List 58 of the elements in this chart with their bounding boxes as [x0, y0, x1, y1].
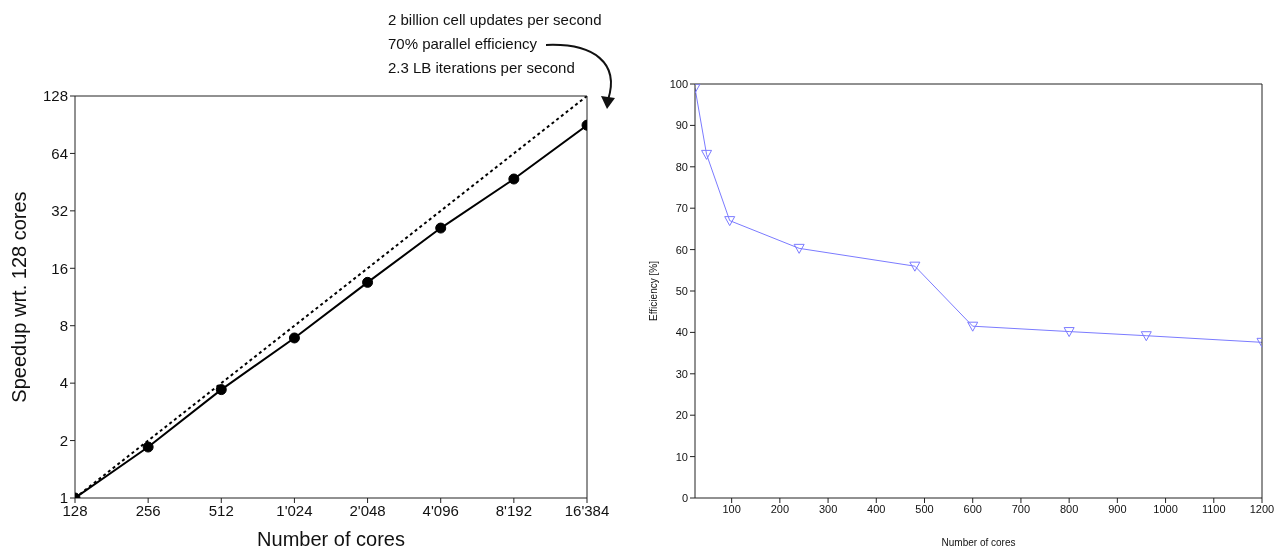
- point: [701, 149, 713, 160]
- y-tick-label: 60: [675, 243, 688, 256]
- x-tick-label: 100: [722, 502, 741, 515]
- y-tick-label: 128: [42, 87, 68, 105]
- y-axis-title: Efficiency [%]: [648, 260, 659, 321]
- x-tick-label: 512: [208, 501, 234, 519]
- x-tick-label: 16'384: [564, 501, 610, 519]
- y-tick-label: 4: [59, 374, 68, 392]
- y-tick-label: 90: [675, 119, 688, 132]
- y-tick-label: 32: [51, 202, 68, 220]
- y-tick-label: 30: [675, 367, 688, 380]
- point: [288, 332, 300, 344]
- y-tick-label: 50: [675, 284, 688, 297]
- y-tick-label: 10: [675, 450, 688, 463]
- y-tick-label: 80: [675, 160, 688, 173]
- x-tick-label: 4'096: [422, 501, 459, 519]
- y-tick-label: 1: [59, 489, 68, 507]
- y-tick-label: 16: [51, 259, 68, 277]
- x-tick-label: 1200: [1249, 502, 1275, 515]
- text: 2 billion cell updates per second: [388, 10, 602, 30]
- point: [724, 216, 736, 227]
- y-tick-label: 20: [675, 409, 688, 422]
- text: 70% parallel efficiency: [388, 34, 538, 54]
- x-tick-label: 1000: [1153, 502, 1178, 515]
- point: [362, 276, 374, 288]
- x-tick-label: 2'048: [349, 501, 386, 519]
- point: [435, 222, 447, 234]
- point: [1063, 327, 1075, 338]
- x-tick-label: 200: [770, 502, 790, 515]
- point: [909, 261, 921, 272]
- point: [508, 173, 520, 185]
- x-tick-label: 700: [1011, 502, 1031, 515]
- x-tick-label: 1100: [1201, 502, 1226, 515]
- y-tick-label: 0: [681, 491, 688, 504]
- x-axis-title: Number of cores: [941, 537, 1016, 546]
- x-axis-title: Number of cores: [257, 528, 405, 546]
- y-tick-label: 40: [675, 326, 688, 339]
- x-tick-label: 800: [1059, 502, 1079, 515]
- text: 2.3 LB iterations per second: [388, 58, 576, 78]
- x-tick-label: 8'192: [495, 501, 532, 519]
- point: [142, 441, 154, 453]
- x-tick-label: 900: [1108, 502, 1127, 515]
- y-tick-label: 70: [675, 202, 688, 215]
- point: [1140, 331, 1152, 342]
- point: [215, 384, 227, 396]
- y-tick-label: 64: [51, 144, 68, 162]
- x-tick-label: 500: [915, 502, 934, 515]
- point: [967, 321, 979, 332]
- y-axis-title: Speedup wrt. 128 cores: [8, 191, 30, 403]
- y-tick-label: 8: [59, 317, 68, 335]
- y-tick-label: 100: [669, 77, 688, 90]
- y-tick-label: 2: [59, 431, 68, 449]
- x-tick-label: 1'024: [276, 501, 313, 519]
- x-tick-label: 300: [818, 502, 838, 515]
- x-tick-label: 400: [867, 502, 886, 515]
- x-tick-label: 256: [135, 501, 161, 519]
- x-tick-label: 600: [963, 502, 982, 515]
- point: [793, 243, 805, 254]
